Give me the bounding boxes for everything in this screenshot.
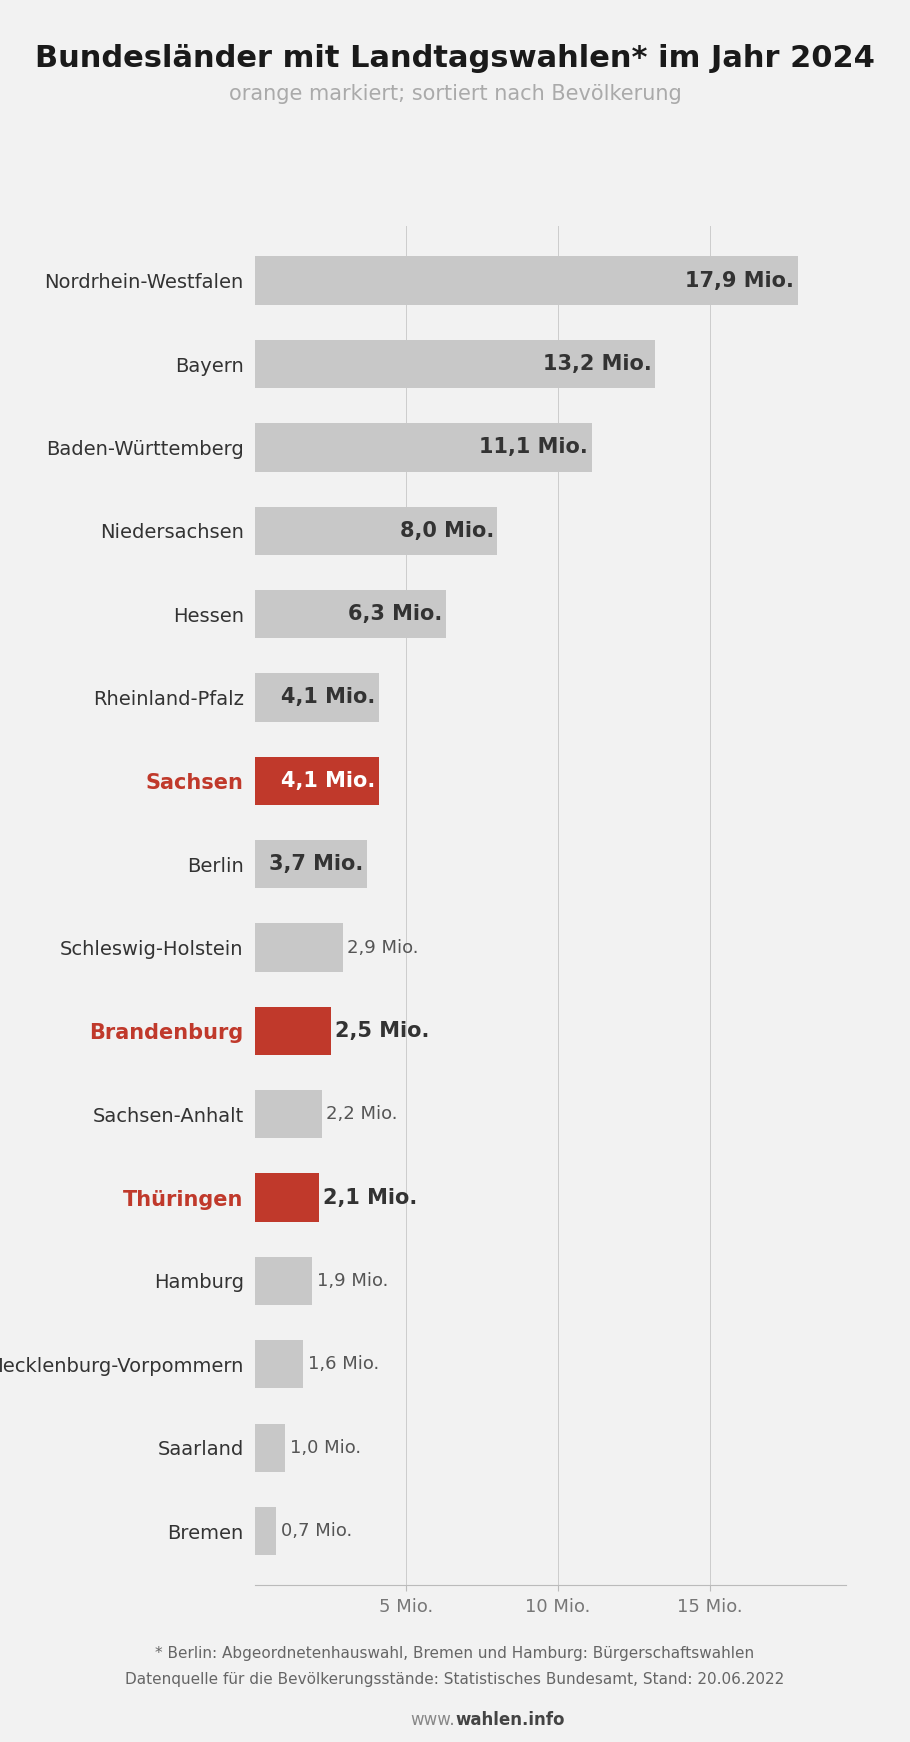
Text: 17,9 Mio.: 17,9 Mio. [685,270,794,291]
Bar [255,1007,330,1056]
Bar [255,423,592,472]
Text: 1,6 Mio.: 1,6 Mio. [308,1355,379,1373]
Bar [255,672,379,721]
Text: 8,0 Mio.: 8,0 Mio. [399,521,494,540]
Bar [255,756,379,805]
Bar [255,1423,285,1472]
Text: 4,1 Mio.: 4,1 Mio. [281,770,376,791]
Text: 2,2 Mio.: 2,2 Mio. [326,1104,398,1124]
Text: 11,1 Mio.: 11,1 Mio. [479,437,588,458]
Bar [255,591,446,638]
Bar [255,340,655,388]
Text: 1,9 Mio.: 1,9 Mio. [317,1272,389,1291]
Text: 1,0 Mio.: 1,0 Mio. [289,1439,360,1456]
Text: 0,7 Mio.: 0,7 Mio. [280,1523,352,1540]
Text: www.: www. [410,1711,455,1728]
Bar [255,507,498,556]
Bar [255,1507,276,1556]
Bar [255,840,367,888]
Text: Bundesländer mit Landtagswahlen* im Jahr 2024: Bundesländer mit Landtagswahlen* im Jahr… [35,44,875,73]
Bar [255,256,798,305]
Text: 2,1 Mio.: 2,1 Mio. [323,1188,418,1207]
Text: 6,3 Mio.: 6,3 Mio. [348,604,442,624]
Text: * Berlin: Abgeordnetenhauswahl, Bremen und Hamburg: Bürgerschaftswahlen: * Berlin: Abgeordnetenhauswahl, Bremen u… [156,1646,754,1662]
Bar [255,1174,318,1221]
Text: 2,5 Mio.: 2,5 Mio. [335,1021,430,1042]
Text: 4,1 Mio.: 4,1 Mio. [281,688,376,707]
Text: wahlen.info: wahlen.info [455,1711,564,1728]
Text: 13,2 Mio.: 13,2 Mio. [542,354,652,375]
Text: 3,7 Mio.: 3,7 Mio. [269,854,363,874]
Bar [255,923,343,972]
Text: orange markiert; sortiert nach Bevölkerung: orange markiert; sortiert nach Bevölkeru… [228,84,682,103]
Bar [255,1340,303,1388]
Text: Datenquelle für die Bevölkerungsstände: Statistisches Bundesamt, Stand: 20.06.20: Datenquelle für die Bevölkerungsstände: … [126,1672,784,1688]
Bar [255,1090,321,1139]
Bar [255,1256,312,1305]
Text: 2,9 Mio.: 2,9 Mio. [348,939,419,956]
